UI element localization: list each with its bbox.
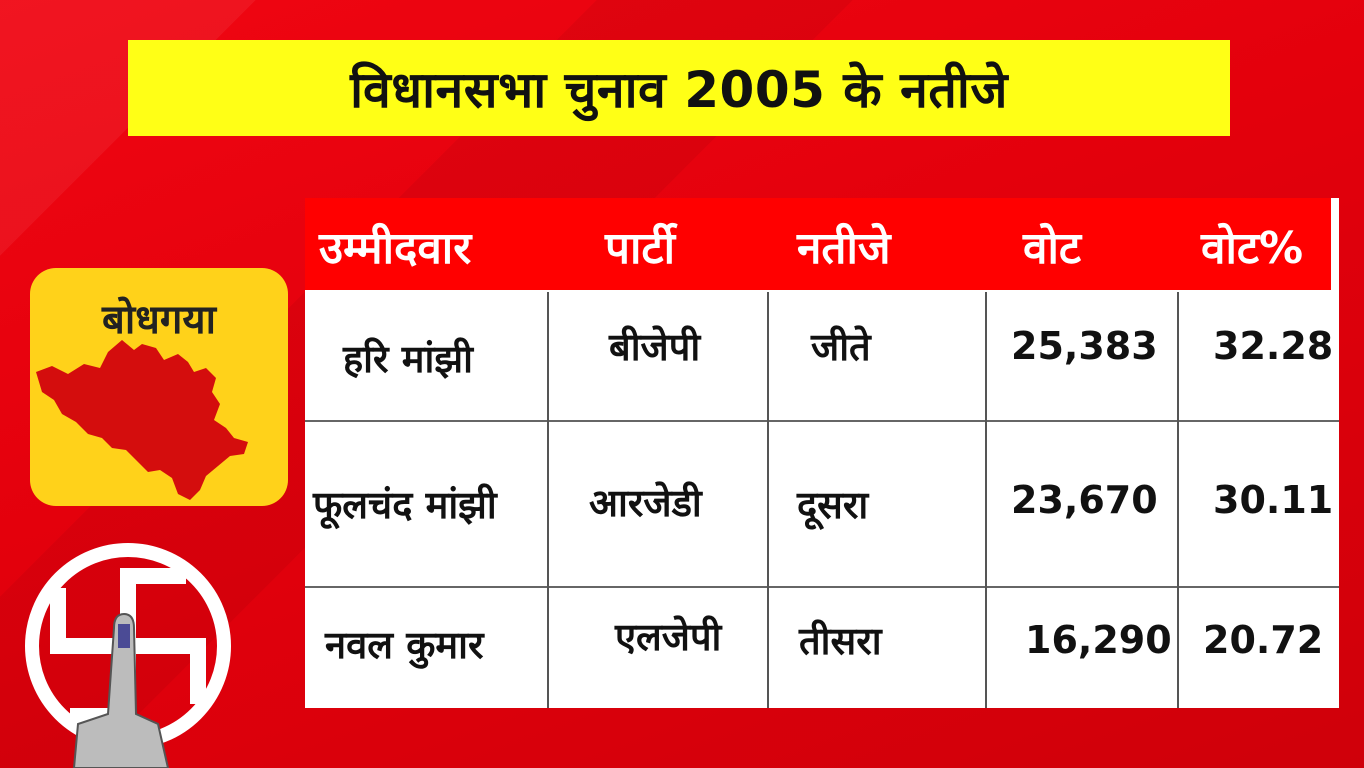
cell-party: बीजेपी (609, 325, 701, 369)
header-vote-pct: वोट% (1201, 223, 1304, 274)
results-table: उम्मीदवार पार्टी नतीजे वोट वोट% हरि मांझ… (305, 198, 1339, 708)
column-divider (985, 292, 987, 708)
cell-votes: 23,670 (1011, 478, 1158, 522)
ballot-symbol-icon (25, 543, 231, 768)
cell-party: आरजेडी (589, 481, 702, 525)
cell-vote-pct: 32.28 (1213, 324, 1334, 368)
cell-result: दूसरा (797, 483, 869, 527)
header-candidate: उम्मीदवार (319, 223, 472, 274)
cell-candidate: नवल कुमार (325, 623, 484, 667)
cell-votes: 25,383 (1011, 324, 1158, 368)
cell-party: एलजेपी (615, 615, 722, 659)
header-result: नतीजे (797, 223, 891, 274)
page-title: विधानसभा चुनाव 2005 के नतीजे (350, 61, 1008, 119)
header-votes: वोट (1023, 223, 1082, 274)
title-banner: विधानसभा चुनाव 2005 के नतीजे (128, 40, 1230, 136)
table-header: उम्मीदवार पार्टी नतीजे वोट वोट% (305, 198, 1331, 290)
cell-votes: 16,290 (1025, 618, 1172, 662)
column-divider (1177, 292, 1179, 708)
inked-finger-icon (72, 612, 170, 768)
constituency-card: बोधगया (30, 268, 288, 506)
cell-candidate: हरि मांझी (343, 337, 473, 381)
table-row: हरि मांझी बीजेपी जीते 25,383 32.28 (305, 290, 1339, 422)
column-divider (547, 292, 549, 708)
table-row: फूलचंद मांझी आरजेडी दूसरा 23,670 30.11 (305, 422, 1339, 588)
table-row: नवल कुमार एलजेपी तीसरा 16,290 20.72 (305, 588, 1339, 706)
cell-candidate: फूलचंद मांझी (313, 483, 497, 527)
cell-vote-pct: 20.72 (1203, 618, 1324, 662)
header-party: पार्टी (605, 223, 675, 274)
cell-result: जीते (811, 325, 871, 369)
constituency-name: बोधगया (102, 297, 216, 343)
column-divider (767, 292, 769, 708)
cell-vote-pct: 30.11 (1213, 478, 1334, 522)
map-icon (36, 340, 248, 500)
cell-result: तीसरा (799, 619, 882, 663)
